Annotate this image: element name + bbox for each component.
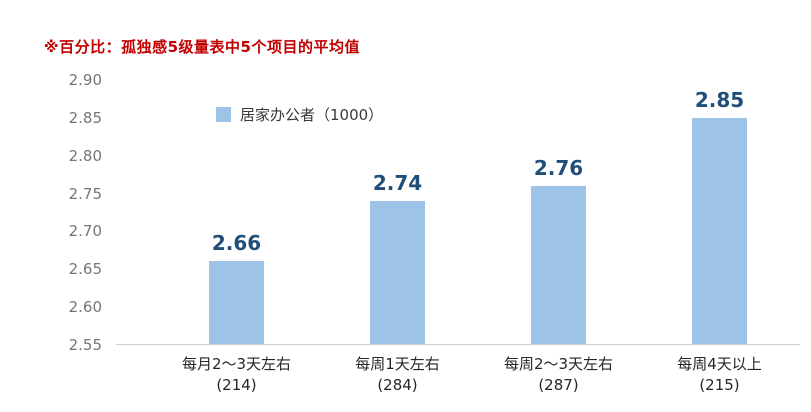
x-axis-label-category: 每月2～3天左右 [181,355,292,373]
bar-group: 2.66 [156,80,317,344]
x-axis-label-count: (214) [216,376,257,394]
bar-value-label: 2.66 [211,231,262,256]
plot-area: 居家办公者（1000） 2.66 2.74 2.76 2.85 [116,80,800,345]
bar [692,117,747,344]
x-axis-label-count: (215) [699,376,740,394]
bar-value-label: 2.76 [533,155,584,180]
bar-value-label: 2.74 [372,170,423,195]
legend-label: 居家办公者（1000） [240,106,384,124]
chart-note: ※百分比：孤独感5级量表中5个项目的平均值 [44,38,360,56]
bar-chart: 2.90 2.85 2.80 2.75 2.70 2.65 2.60 2.55 居家办公者（1… [58,71,800,396]
y-tick-label: 2.85 [68,108,102,127]
x-axis-label-count: (284) [377,376,418,394]
x-axis-label: 每月2～3天左右 (214) [156,354,317,396]
x-axis-label-category: 每周4天以上 [677,355,762,373]
x-axis-label: 每周4天以上 (215) [639,354,800,396]
bars: 2.66 2.74 2.76 2.85 [116,80,800,344]
x-axis-label: 每周1天左右 (284) [317,354,478,396]
y-tick-label: 2.60 [68,298,102,317]
bar [209,261,264,344]
bar-group: 2.85 [639,80,800,344]
y-tick-label: 2.55 [68,336,102,354]
bar-group: 2.76 [478,80,639,344]
bar-group: 2.74 [317,80,478,344]
bar [531,185,586,344]
plot-wrap: 居家办公者（1000） 2.66 2.74 2.76 2.85 每月2～3天左右 (21… [116,80,800,396]
x-axis-labels: 每月2～3天左右 (214) 每周1天左右 (284) 每周2～3天左右 (287) 每周4… [116,354,800,396]
y-axis: 2.90 2.85 2.80 2.75 2.70 2.65 2.60 2.55 [58,71,116,354]
x-axis-label: 每周2～3天左右 (287) [478,354,639,396]
y-tick-label: 2.65 [68,260,102,279]
y-tick-label: 2.90 [68,71,102,89]
y-tick-label: 2.80 [68,146,102,165]
y-tick-label: 2.75 [68,184,102,203]
y-tick-label: 2.70 [68,222,102,241]
legend: 居家办公者（1000） [216,104,383,125]
x-axis-label-category: 每周1天左右 [355,355,440,373]
bar-value-label: 2.85 [694,87,745,112]
bar [370,200,425,344]
x-axis-label-count: (287) [538,376,579,394]
legend-swatch [216,107,231,122]
x-axis-label-category: 每周2～3天左右 [503,355,614,373]
